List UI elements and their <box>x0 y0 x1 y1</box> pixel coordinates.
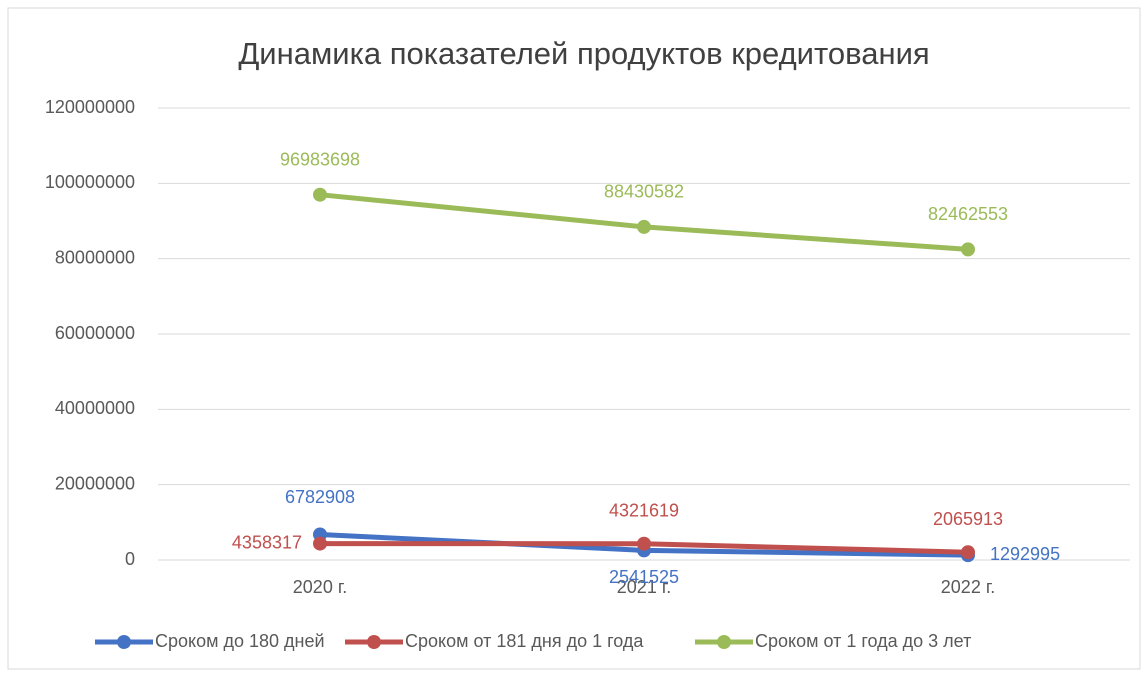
y-tick-label: 80000000 <box>55 247 135 267</box>
data-label: 2065913 <box>933 509 1003 529</box>
data-label: 88430582 <box>604 182 684 202</box>
data-label: 82462553 <box>928 204 1008 224</box>
data-label: 6782908 <box>285 487 355 507</box>
legend-marker <box>367 635 381 649</box>
data-label: 4358317 <box>232 532 302 552</box>
x-tick-label: 2021 г. <box>617 577 671 597</box>
chart-border <box>7 7 1141 670</box>
chart-title: Динамика показателей продуктов кредитова… <box>238 36 929 71</box>
y-tick-label: 20000000 <box>55 473 135 493</box>
data-point <box>961 545 975 560</box>
y-tick-label: 100000000 <box>45 172 135 192</box>
data-point <box>313 187 327 202</box>
y-tick-label: 60000000 <box>55 323 135 343</box>
data-label: 2541525 <box>609 567 679 587</box>
legend-marker <box>717 635 731 649</box>
legend-label: Сроком от 181 дня до 1 года <box>405 631 644 651</box>
data-point <box>637 536 651 551</box>
data-label: 1292995 <box>990 544 1060 564</box>
data-point <box>313 536 327 551</box>
legend-marker <box>117 635 131 649</box>
x-tick-label: 2022 г. <box>941 577 995 597</box>
data-point <box>961 242 975 257</box>
y-tick-label: 120000000 <box>45 97 135 117</box>
legend-label: Сроком до 180 дней <box>155 631 325 651</box>
x-tick-label: 2020 г. <box>293 577 347 597</box>
data-label: 4321619 <box>609 500 679 520</box>
y-tick-label: 40000000 <box>55 398 135 418</box>
data-point <box>637 219 651 234</box>
y-tick-label: 0 <box>125 549 135 569</box>
data-label: 96983698 <box>280 149 360 169</box>
legend-label: Сроком от 1 года до 3 лет <box>755 631 971 651</box>
